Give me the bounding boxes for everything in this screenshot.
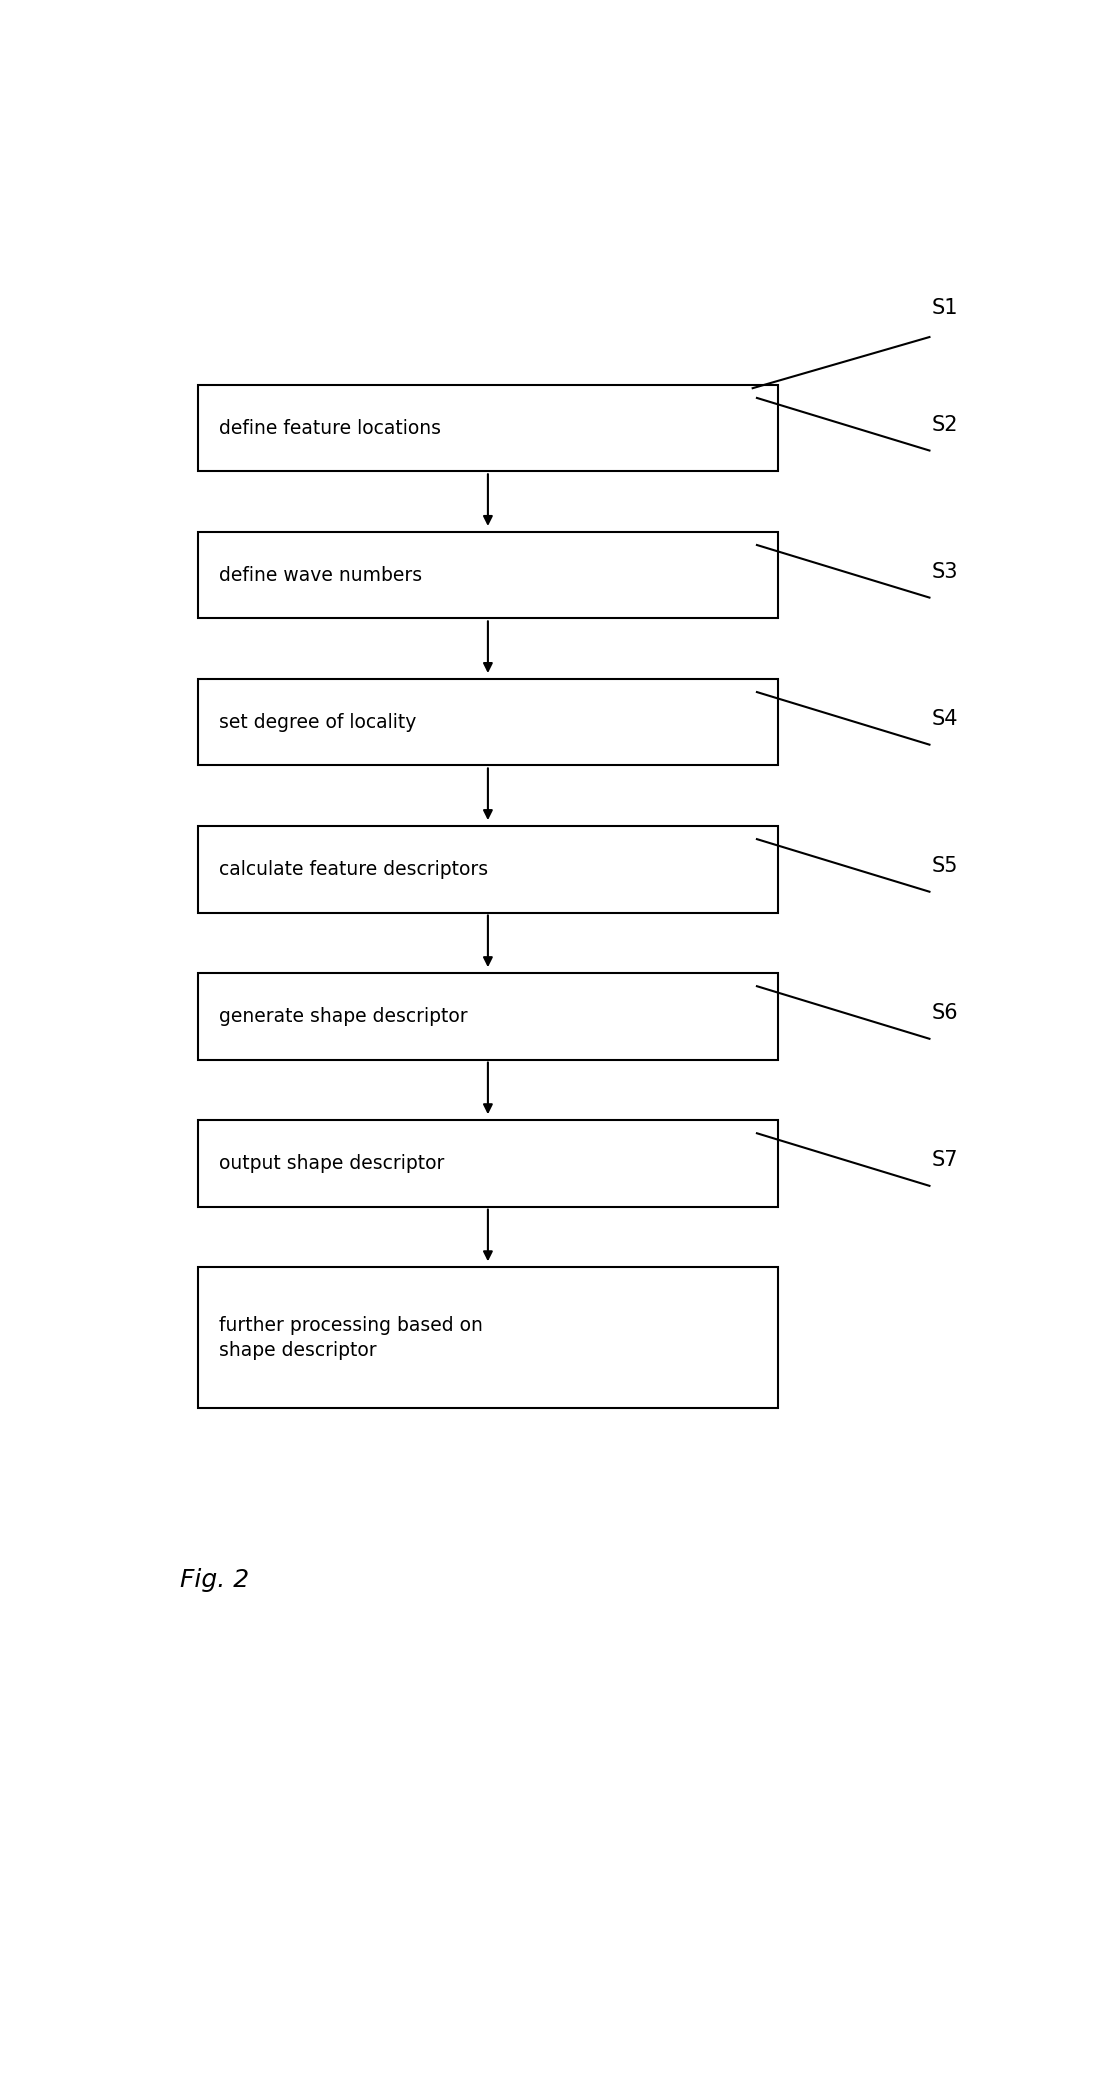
Text: S5: S5 [931,855,958,876]
Text: S6: S6 [931,1003,958,1023]
Bar [197,826,778,913]
Text: Fig. 2: Fig. 2 [181,1567,249,1592]
Bar [197,679,778,766]
Bar [197,1121,778,1206]
Text: S2: S2 [931,415,958,436]
Text: further processing based on
shape descriptor: further processing based on shape descri… [219,1316,483,1360]
Bar [197,974,778,1059]
Text: calculate feature descriptors: calculate feature descriptors [219,859,488,878]
Bar [197,384,778,471]
Text: generate shape descriptor: generate shape descriptor [219,1007,467,1026]
Text: output shape descriptor: output shape descriptor [219,1154,444,1173]
Text: S3: S3 [931,563,958,581]
Text: S4: S4 [931,710,958,729]
Bar [197,531,778,619]
Text: set degree of locality: set degree of locality [219,712,417,731]
Text: define feature locations: define feature locations [219,419,441,438]
Text: define wave numbers: define wave numbers [219,567,422,585]
Text: S7: S7 [931,1150,958,1171]
Bar [197,1266,778,1408]
Text: S1: S1 [931,299,958,318]
